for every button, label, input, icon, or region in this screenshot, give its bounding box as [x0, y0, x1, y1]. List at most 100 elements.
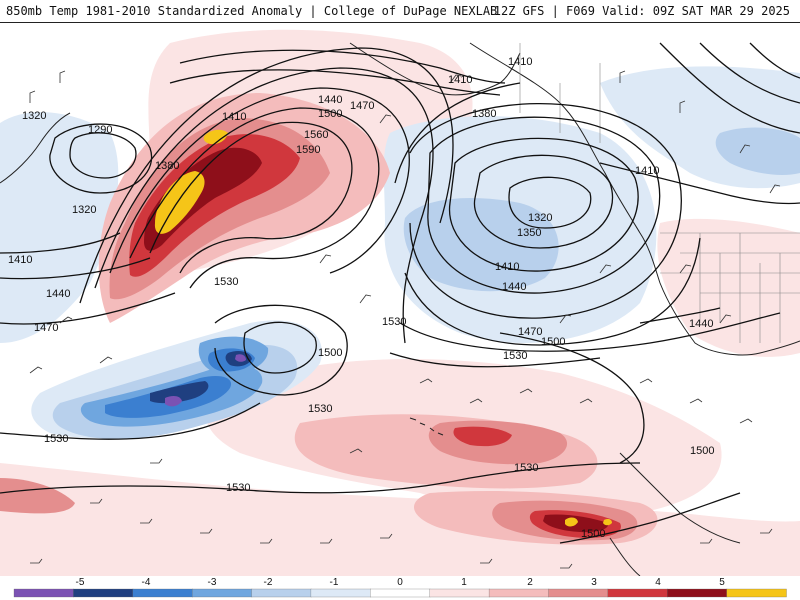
contour-label: 1410 [222, 111, 246, 123]
scale-swatch-pos5 [726, 588, 787, 598]
asia-coast [0, 112, 71, 184]
anomaly-shading [0, 29, 800, 576]
contour-1530-low [214, 304, 348, 396]
contour-label: 1470 [518, 326, 542, 338]
contour-1350-lowwest [49, 123, 153, 194]
contour-label: 1500 [318, 347, 342, 359]
wind-barbs [29, 70, 781, 569]
color-scale-ticks: -5 -4 -3 -2 -1 0 1 2 3 4 5 [76, 577, 726, 588]
scale-swatch-neg1 [251, 588, 312, 598]
contour-low-1350 [473, 154, 614, 249]
contour-label: 1530 [514, 462, 538, 474]
model-valid-time: 12Z GFS | F069 Valid: 09Z SAT MAR 29 202… [493, 4, 790, 18]
contour-label: 1470 [350, 100, 374, 112]
contour-label: 1410 [495, 261, 519, 273]
contour-label: 1410 [448, 74, 472, 86]
political-borders [519, 43, 800, 343]
cold-anomaly-navy [150, 381, 209, 404]
scale-swatch-zero [370, 588, 431, 598]
cold-anomaly-ne-mid [715, 127, 800, 175]
warm-anomaly-extreme-d [603, 519, 612, 526]
contour-low-1380 [448, 137, 639, 272]
weather-map: 1320 1290 1320 1380 1410 1410 1440 1470 … [0, 23, 800, 576]
contour-labels: 1320 1290 1320 1380 1410 1410 1440 1470 … [8, 56, 714, 540]
scale-swatch-neg05 [310, 588, 371, 598]
scale-tick-label: 2 [527, 577, 533, 588]
contour-ridge-e [79, 47, 454, 304]
central-america-coast [619, 452, 741, 544]
contour-label: 1530 [382, 316, 406, 328]
contour-label: 1590 [296, 144, 320, 156]
anomaly-color-scale: -5 -4 -3 -2 -1 0 1 2 3 4 5 [0, 576, 800, 600]
scale-swatch-pos2 [548, 588, 609, 598]
scale-swatch-pos3 [607, 588, 668, 598]
contour-label: 1500 [690, 445, 714, 457]
contour-label: 1320 [528, 212, 552, 224]
contour-low-1320 [508, 176, 592, 229]
contour-1440-east [639, 307, 721, 324]
contour-label: 1470 [34, 322, 58, 334]
contour-low-1410 [427, 116, 661, 294]
contour-label: 1440 [689, 318, 713, 330]
cold-anomaly-west [0, 112, 119, 343]
contour-label: 1500 [581, 528, 605, 540]
scale-swatch-neg5 [13, 588, 75, 598]
contour-ridge-c [109, 87, 410, 274]
contour-1380-north [179, 49, 506, 84]
contour-label: 1500 [541, 336, 565, 348]
contour-east-a [659, 42, 800, 134]
scale-tick-label: 3 [591, 577, 597, 588]
contour-label: 1440 [502, 281, 526, 293]
scale-tick-label: 0 [397, 577, 403, 588]
scale-swatch-pos1 [488, 588, 550, 598]
contour-label: 1500 [318, 108, 342, 120]
scale-tick-label: 5 [719, 577, 725, 588]
contour-1530-east-trop [499, 332, 645, 464]
contour-1470-lowwest [0, 292, 176, 325]
contour-label: 1530 [44, 433, 68, 445]
product-title: 850mb Temp 1981-2010 Standardized Anomal… [6, 4, 498, 18]
contour-1500-east [399, 312, 781, 352]
warm-anomaly-east [657, 218, 800, 357]
contour-east-b [699, 42, 800, 104]
contour-1410-north [169, 69, 501, 96]
scale-tick-label: 1 [461, 577, 467, 588]
scale-swatch-pos05 [429, 588, 490, 598]
contour-label: 1530 [503, 350, 527, 362]
cold-anomaly-purple-b [235, 354, 246, 362]
contour-1530-south [0, 462, 641, 494]
contour-1530-west [0, 402, 261, 440]
contour-1500-se [559, 492, 741, 544]
contour-1440-lowwest [0, 257, 151, 280]
contour-label: 1380 [472, 108, 496, 120]
contour-1410-lowwest [0, 232, 121, 254]
height-contours [0, 42, 800, 544]
contour-label: 1410 [508, 56, 532, 68]
warm-anomaly-south [0, 463, 800, 576]
scale-tick-label: -2 [264, 577, 273, 588]
contour-label: 1320 [72, 204, 96, 216]
contour-label: 1440 [46, 288, 70, 300]
warm-anomaly-extreme-c [565, 517, 578, 527]
contour-1500-low [243, 321, 317, 374]
scale-tick-label: -4 [142, 577, 151, 588]
title-bar: 850mb Temp 1981-2010 Standardized Anomal… [0, 0, 800, 23]
contour-label: 1440 [318, 94, 342, 106]
contour-1530-central [389, 352, 601, 368]
contour-ridge-b [129, 107, 380, 289]
contour-label: 1530 [226, 482, 250, 494]
scale-swatch-neg4 [73, 588, 134, 598]
contour-1410-east [599, 162, 800, 205]
scale-tick-label: -1 [330, 577, 339, 588]
contour-low-1470 [394, 82, 701, 346]
warm-anomaly-trop-red [453, 426, 512, 447]
contour-label: 1380 [155, 160, 179, 172]
south-america-coast [609, 537, 641, 576]
scale-tick-label: -5 [76, 577, 85, 588]
cold-anomaly-purple [165, 396, 182, 407]
warm-anomaly-extreme-b [203, 129, 228, 145]
scale-swatch-neg2 [192, 588, 253, 598]
hawaii-islands [409, 417, 444, 436]
color-scale-bar [13, 588, 787, 598]
